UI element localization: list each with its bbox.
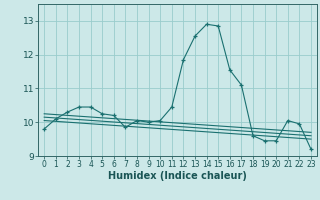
X-axis label: Humidex (Indice chaleur): Humidex (Indice chaleur) <box>108 171 247 181</box>
